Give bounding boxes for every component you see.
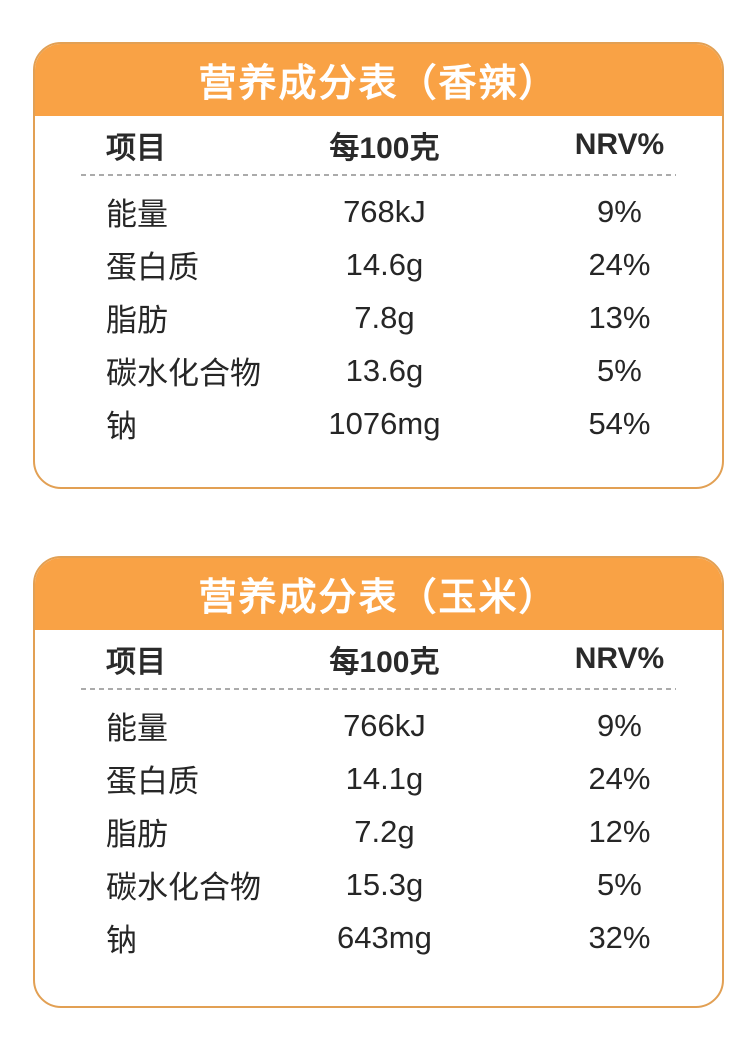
table-row-energy: 能量 768kJ 9% — [81, 185, 676, 238]
dashed-divider — [81, 174, 676, 176]
row-nrv: 24% — [588, 760, 651, 796]
table-header-row: 项目 每100克 NRV% — [81, 630, 676, 688]
row-label: 钠 — [106, 923, 137, 958]
row-nrv: 5% — [597, 866, 642, 902]
row-nrv: 9% — [597, 193, 642, 229]
row-value: 766kJ — [343, 707, 426, 743]
row-label: 能量 — [106, 711, 168, 746]
table-header-row: 项目 每100克 NRV% — [81, 116, 676, 174]
card-title-corn: 营养成分表（玉米） — [198, 576, 559, 619]
row-nrv: 54% — [588, 405, 651, 441]
row-value: 643mg — [337, 919, 432, 955]
row-label: 能量 — [106, 197, 168, 232]
column-header-per100g: 每100克 — [329, 132, 440, 165]
card-header-corn: 营养成分表（玉米） — [35, 558, 722, 630]
row-value: 7.2g — [354, 813, 415, 849]
table-row-energy: 能量 766kJ 9% — [81, 699, 676, 752]
row-value: 13.6g — [345, 352, 424, 388]
row-value: 15.3g — [345, 866, 424, 902]
row-label: 碳水化合物 — [106, 870, 261, 905]
nutrition-card-spicy: 营养成分表（香辣） 项目 每100克 NRV% 能量 768kJ 9% 蛋白质 … — [33, 42, 724, 489]
dashed-divider — [81, 688, 676, 690]
row-value: 14.1g — [345, 760, 424, 796]
table-row-carbohydrate: 碳水化合物 15.3g 5% — [81, 858, 676, 911]
row-label: 钠 — [106, 409, 137, 444]
row-value: 1076mg — [328, 405, 441, 441]
column-header-nrv: NRV% — [574, 128, 665, 161]
row-label: 碳水化合物 — [106, 356, 261, 391]
row-nrv: 24% — [588, 246, 651, 282]
card-body-spicy: 项目 每100克 NRV% 能量 768kJ 9% 蛋白质 14.6g 24% … — [35, 116, 722, 450]
table-row-carbohydrate: 碳水化合物 13.6g 5% — [81, 344, 676, 397]
table-row-fat: 脂肪 7.8g 13% — [81, 291, 676, 344]
row-label: 脂肪 — [106, 303, 168, 338]
row-nrv: 5% — [597, 352, 642, 388]
row-nrv: 9% — [597, 707, 642, 743]
row-label: 蛋白质 — [106, 250, 199, 285]
row-nrv: 13% — [588, 299, 651, 335]
row-label: 脂肪 — [106, 817, 168, 852]
column-header-nrv: NRV% — [574, 642, 665, 675]
card-header-spicy: 营养成分表（香辣） — [35, 44, 722, 116]
table-row-protein: 蛋白质 14.6g 24% — [81, 238, 676, 291]
column-header-per100g: 每100克 — [329, 646, 440, 679]
row-value: 14.6g — [345, 246, 424, 282]
column-header-item: 项目 — [106, 646, 166, 679]
row-nrv: 32% — [588, 919, 651, 955]
nutrition-card-corn: 营养成分表（玉米） 项目 每100克 NRV% 能量 766kJ 9% 蛋白质 … — [33, 556, 724, 1008]
row-value: 768kJ — [343, 193, 426, 229]
card-title-spicy: 营养成分表（香辣） — [198, 62, 559, 105]
table-rows: 能量 766kJ 9% 蛋白质 14.1g 24% 脂肪 7.2g 12% 碳水… — [81, 690, 676, 964]
column-header-item: 项目 — [106, 132, 166, 165]
card-body-corn: 项目 每100克 NRV% 能量 766kJ 9% 蛋白质 14.1g 24% … — [35, 630, 722, 964]
table-rows: 能量 768kJ 9% 蛋白质 14.6g 24% 脂肪 7.8g 13% 碳水… — [81, 176, 676, 450]
row-nrv: 12% — [588, 813, 651, 849]
row-label: 蛋白质 — [106, 764, 199, 799]
table-row-fat: 脂肪 7.2g 12% — [81, 805, 676, 858]
table-row-protein: 蛋白质 14.1g 24% — [81, 752, 676, 805]
table-row-sodium: 钠 643mg 32% — [81, 911, 676, 964]
row-value: 7.8g — [354, 299, 415, 335]
table-row-sodium: 钠 1076mg 54% — [81, 397, 676, 450]
